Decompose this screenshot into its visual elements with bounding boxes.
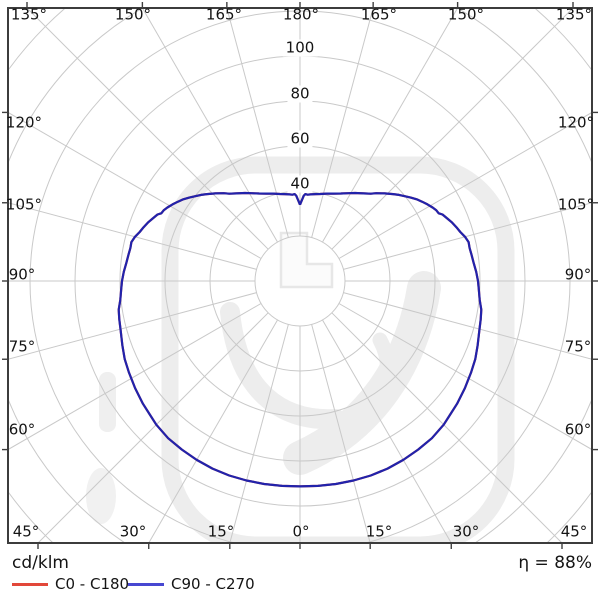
gamma-label-bottom: 0° [292, 522, 310, 541]
gamma-label-right: 105° [557, 195, 595, 214]
gamma-label-left: 120° [5, 113, 43, 132]
unit-label: cd/klm [12, 553, 69, 573]
gamma-label-top: 150° [447, 5, 485, 24]
gamma-label-right: 75° [564, 337, 592, 356]
radial-tick-label: 60 [287, 130, 313, 148]
intensity-curves [117, 191, 483, 488]
gamma-label-top: 165° [205, 5, 243, 24]
efficiency-label: η = 88% [518, 553, 592, 573]
gamma-label-left: 60° [8, 420, 36, 439]
legend-line-c0-c180 [12, 583, 48, 586]
gamma-label-right: 60° [564, 420, 592, 439]
gamma-label-top: 135° [555, 5, 593, 24]
gamma-label-left: 75° [8, 337, 36, 356]
gamma-label-bottom: 30° [119, 522, 147, 541]
gamma-label-right: 120° [557, 113, 595, 132]
gamma-label-left: 105° [5, 195, 43, 214]
gamma-label-top: 165° [360, 5, 398, 24]
legend-line-c90-c270 [128, 583, 164, 586]
gamma-label-top: 180° [282, 5, 320, 24]
watermark-logo [86, 156, 515, 542]
gamma-label-bottom: 15° [365, 522, 393, 541]
gamma-label-top: 135° [10, 5, 48, 24]
gamma-label-bottom: 45° [560, 522, 588, 541]
gamma-label-top: 150° [114, 5, 152, 24]
radial-tick-label: 100 [282, 39, 318, 57]
gamma-label-bottom: 45° [12, 522, 40, 541]
gamma-label-right: 90° [564, 265, 592, 284]
gamma-label-left: 90° [8, 265, 36, 284]
border-ticks [2, 2, 598, 549]
curve-C90-C270 [117, 191, 483, 488]
radial-tick-label: 40 [287, 175, 313, 193]
radial-tick-label: 80 [287, 85, 313, 103]
gamma-label-bottom: 30° [452, 522, 480, 541]
legend-label-c0-c180: C0 - C180 [55, 575, 130, 593]
legend-label-c90-c270: C90 - C270 [171, 575, 255, 593]
gamma-label-bottom: 15° [207, 522, 235, 541]
